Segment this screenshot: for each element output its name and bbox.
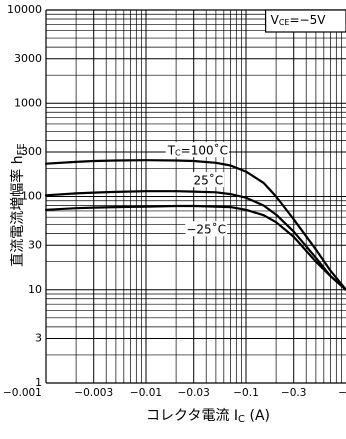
- y-tick-label: 1: [35, 376, 42, 389]
- y-tick-label: 10000: [7, 3, 42, 16]
- series-label-0: TC=100˚C: [167, 142, 228, 157]
- y-tick-label: 10: [28, 283, 42, 296]
- grid-lines: [45, 9, 346, 384]
- condition-box: VCE=−5V: [264, 9, 346, 33]
- series-line-1: [44, 190, 346, 291]
- x-tick-label: −0.001: [3, 387, 42, 399]
- y-tick-label: 3: [35, 332, 42, 345]
- x-tick-label: −0.3: [281, 387, 307, 399]
- x-tick-label: −1: [338, 387, 346, 399]
- series-line-0: [44, 159, 346, 291]
- y-tick-label: 3000: [14, 52, 42, 65]
- condition-box-frame: [264, 9, 346, 33]
- y-tick-label: 1000: [14, 96, 42, 109]
- x-tick-label: −0.01: [130, 387, 162, 399]
- x-tick-label: −0.03: [178, 387, 210, 399]
- series-label-bg-0: [165, 142, 229, 158]
- series-label-bg-2: [185, 221, 228, 237]
- y-tick-label: 30: [28, 238, 42, 251]
- series-label-bg-1: [192, 172, 225, 188]
- x-tick-label: −0.003: [74, 387, 113, 399]
- x-tick-label: −0.1: [233, 387, 259, 399]
- series-labels: TC=100˚C 25˚C −25˚C: [165, 142, 229, 237]
- series-label-2: −25˚C: [186, 221, 226, 236]
- series-line-2: [44, 204, 346, 291]
- x-tick-labels: −0.001 −0.003 −0.01 −0.03 −0.1 −0.3 −1: [3, 387, 346, 399]
- series-lines: [44, 159, 346, 291]
- y-tick-label: 100: [21, 190, 42, 203]
- series-label-1: 25˚C: [193, 172, 223, 187]
- y-tick-labels: 1 3 10 30 100 300 1000 3000 10000: [7, 3, 42, 389]
- axis-labels: コレクタ電流 IC (A) 直流電流増幅率 hFE: [9, 143, 270, 425]
- y-tick-label: 300: [21, 145, 42, 158]
- condition-label: VCE=−5V: [271, 13, 327, 27]
- y-axis-label: 直流電流増幅率 hFE: [9, 143, 27, 266]
- x-axis-label: コレクタ電流 IC (A): [146, 408, 270, 425]
